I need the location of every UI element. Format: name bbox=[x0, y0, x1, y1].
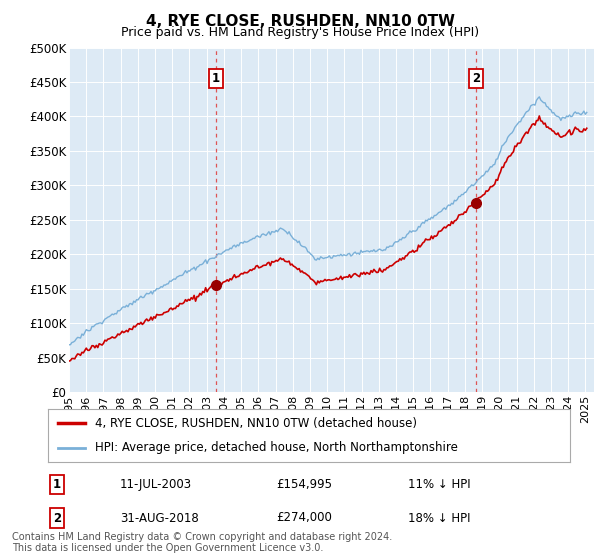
Text: 31-AUG-2018: 31-AUG-2018 bbox=[120, 511, 199, 525]
Text: 11-JUL-2003: 11-JUL-2003 bbox=[120, 478, 192, 491]
Text: 2: 2 bbox=[472, 72, 481, 85]
Text: £154,995: £154,995 bbox=[276, 478, 332, 491]
Text: HPI: Average price, detached house, North Northamptonshire: HPI: Average price, detached house, Nort… bbox=[95, 441, 458, 454]
Text: 11% ↓ HPI: 11% ↓ HPI bbox=[408, 478, 470, 491]
Text: 1: 1 bbox=[53, 478, 61, 491]
Text: 2: 2 bbox=[53, 511, 61, 525]
Text: Price paid vs. HM Land Registry's House Price Index (HPI): Price paid vs. HM Land Registry's House … bbox=[121, 26, 479, 39]
Text: 4, RYE CLOSE, RUSHDEN, NN10 0TW (detached house): 4, RYE CLOSE, RUSHDEN, NN10 0TW (detache… bbox=[95, 417, 417, 430]
Text: 1: 1 bbox=[212, 72, 220, 85]
Text: 4, RYE CLOSE, RUSHDEN, NN10 0TW: 4, RYE CLOSE, RUSHDEN, NN10 0TW bbox=[146, 14, 455, 29]
Text: Contains HM Land Registry data © Crown copyright and database right 2024.
This d: Contains HM Land Registry data © Crown c… bbox=[12, 531, 392, 553]
Text: 18% ↓ HPI: 18% ↓ HPI bbox=[408, 511, 470, 525]
Text: £274,000: £274,000 bbox=[276, 511, 332, 525]
